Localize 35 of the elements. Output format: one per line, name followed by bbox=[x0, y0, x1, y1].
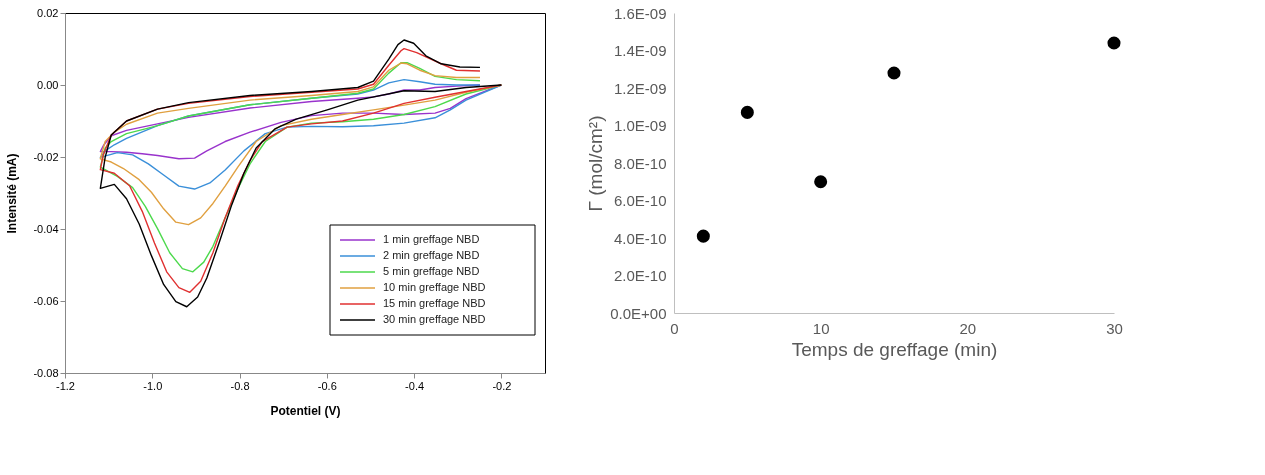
y-tick-label: 0.0E+00 bbox=[610, 304, 667, 322]
x-tick-label: -0.8 bbox=[230, 379, 250, 392]
x-tick-label: -0.4 bbox=[405, 379, 425, 392]
legend-label: 2 min greffage NBD bbox=[383, 249, 480, 261]
x-tick-label: 10 bbox=[812, 319, 830, 337]
x-tick-label: 20 bbox=[959, 319, 977, 337]
x-tick-label: -0.2 bbox=[492, 379, 512, 392]
y-axis-title: Γ (mol/cm²) bbox=[585, 115, 607, 212]
x-tick-label: -1.2 bbox=[56, 379, 75, 392]
x-axis-title: Temps de greffage (min) bbox=[791, 338, 998, 360]
y-tick-label: 0.00 bbox=[37, 78, 59, 91]
y-tick-label: 1.0E-09 bbox=[613, 117, 667, 134]
x-axis-title: Potentiel (V) bbox=[270, 403, 341, 418]
y-tick-label: 0.02 bbox=[37, 6, 59, 19]
legend-label: 15 min greffage NBD bbox=[383, 297, 486, 309]
y-tick-label: 1.6E-09 bbox=[613, 4, 667, 22]
legend-label: 30 min greffage NBD bbox=[383, 313, 486, 325]
y-tick-label: 8.0E-10 bbox=[613, 154, 667, 172]
legend-label: 10 min greffage NBD bbox=[383, 281, 486, 293]
y-tick-label: -0.06 bbox=[33, 294, 59, 307]
legend-label: 5 min greffage NBD bbox=[383, 265, 480, 277]
y-tick-label: -0.04 bbox=[33, 222, 59, 235]
y-tick-label: 4.0E-10 bbox=[613, 229, 667, 247]
x-tick-label: -0.6 bbox=[317, 379, 337, 392]
y-tick-label: 2.0E-10 bbox=[613, 267, 667, 284]
y-tick-label: -0.02 bbox=[33, 150, 59, 163]
x-tick-label: 0 bbox=[670, 319, 679, 337]
y-tick-label: -0.08 bbox=[33, 366, 59, 379]
x-tick-label: 30 bbox=[1106, 319, 1123, 337]
y-tick-label: 1.2E-09 bbox=[613, 79, 667, 97]
x-tick-label: -1.0 bbox=[143, 379, 163, 392]
legend-label: 1 min greffage NBD bbox=[383, 233, 480, 245]
y-axis-title: Intensité (mA) bbox=[5, 153, 20, 234]
y-tick-label: 6.0E-10 bbox=[613, 192, 667, 209]
y-tick-label: 1.4E-09 bbox=[613, 42, 667, 59]
